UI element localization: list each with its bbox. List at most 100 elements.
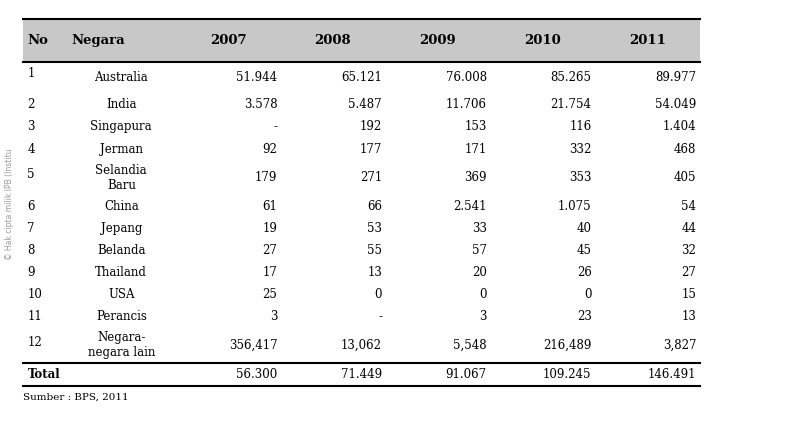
Text: 13: 13 (682, 311, 696, 323)
Text: 3: 3 (270, 311, 277, 323)
Text: 57: 57 (472, 244, 487, 257)
Text: 2.541: 2.541 (453, 200, 487, 213)
Text: 7: 7 (27, 222, 35, 235)
Text: 26: 26 (577, 266, 592, 279)
Text: 146.491: 146.491 (648, 368, 696, 381)
Text: 9: 9 (27, 266, 35, 279)
Text: 2010: 2010 (524, 34, 561, 47)
Text: 3.578: 3.578 (243, 98, 277, 111)
Text: 85.265: 85.265 (550, 71, 592, 84)
Text: 55: 55 (367, 244, 382, 257)
Text: 1: 1 (27, 67, 35, 80)
Text: 177: 177 (359, 143, 382, 155)
Text: 179: 179 (255, 171, 277, 184)
Text: 20: 20 (472, 266, 487, 279)
Text: 44: 44 (681, 222, 696, 235)
Text: 5: 5 (27, 168, 35, 181)
Text: Sumber : BPS, 2011: Sumber : BPS, 2011 (23, 393, 128, 402)
Text: Negara: Negara (72, 34, 126, 47)
Text: 369: 369 (464, 171, 487, 184)
Text: 6: 6 (27, 200, 35, 213)
Text: 66: 66 (367, 200, 382, 213)
Text: 2: 2 (27, 98, 35, 111)
Text: 3: 3 (27, 121, 35, 133)
Text: 2008: 2008 (314, 34, 351, 47)
Text: 27: 27 (263, 244, 277, 257)
Text: 15: 15 (682, 288, 696, 301)
Text: Selandia
Baru: Selandia Baru (95, 164, 147, 192)
Text: 40: 40 (576, 222, 592, 235)
Text: 356,417: 356,417 (229, 339, 277, 352)
Text: 2009: 2009 (419, 34, 456, 47)
Text: No: No (27, 34, 48, 47)
Text: 4: 4 (27, 143, 35, 155)
Text: 353: 353 (569, 171, 592, 184)
Text: India: India (106, 98, 136, 111)
Text: 468: 468 (674, 143, 696, 155)
Text: 1.075: 1.075 (558, 200, 592, 213)
Text: 13,062: 13,062 (341, 339, 382, 352)
Text: 54: 54 (681, 200, 696, 213)
Text: 0: 0 (375, 288, 382, 301)
Text: 61: 61 (263, 200, 277, 213)
Text: 8: 8 (27, 244, 35, 257)
Text: 2007: 2007 (210, 34, 247, 47)
Text: 45: 45 (576, 244, 592, 257)
Text: 11: 11 (27, 311, 42, 323)
Text: 11.706: 11.706 (446, 98, 487, 111)
Text: 332: 332 (569, 143, 592, 155)
Text: Negara-
negara lain: Negara- negara lain (88, 331, 155, 360)
Text: © Hak cipta milik IPB (Institu: © Hak cipta milik IPB (Institu (5, 149, 15, 260)
Text: 3,827: 3,827 (663, 339, 696, 352)
Text: Perancis: Perancis (96, 311, 147, 323)
Text: Australia: Australia (94, 71, 148, 84)
Text: USA: USA (108, 288, 135, 301)
Text: 27: 27 (682, 266, 696, 279)
Text: 109.245: 109.245 (543, 368, 592, 381)
Text: Jerman: Jerman (100, 143, 143, 155)
Text: 89.977: 89.977 (655, 71, 696, 84)
Text: 192: 192 (359, 121, 382, 133)
Text: Total: Total (27, 368, 60, 381)
Text: 0: 0 (480, 288, 487, 301)
Text: 10: 10 (27, 288, 42, 301)
Text: -: - (378, 311, 382, 323)
Text: Belanda: Belanda (97, 244, 146, 257)
Text: 1.404: 1.404 (663, 121, 696, 133)
Text: 92: 92 (263, 143, 277, 155)
Text: 91.067: 91.067 (446, 368, 487, 381)
Text: 0: 0 (584, 288, 592, 301)
Text: 76.008: 76.008 (446, 71, 487, 84)
Text: China: China (104, 200, 139, 213)
Text: Jepang: Jepang (101, 222, 142, 235)
Text: 33: 33 (472, 222, 487, 235)
Text: 71.449: 71.449 (341, 368, 382, 381)
Text: 21.754: 21.754 (550, 98, 592, 111)
Text: 5.487: 5.487 (348, 98, 382, 111)
Text: 5,548: 5,548 (453, 339, 487, 352)
Text: 25: 25 (263, 288, 277, 301)
Text: 53: 53 (367, 222, 382, 235)
Text: 12: 12 (27, 336, 42, 349)
Text: 153: 153 (464, 121, 487, 133)
Text: 116: 116 (569, 121, 592, 133)
Text: 56.300: 56.300 (236, 368, 277, 381)
Text: Singapura: Singapura (90, 121, 152, 133)
Text: 23: 23 (577, 311, 592, 323)
Text: Thailand: Thailand (95, 266, 147, 279)
Text: 271: 271 (359, 171, 382, 184)
Text: 54.049: 54.049 (655, 98, 696, 111)
Text: 17: 17 (263, 266, 277, 279)
Text: 216,489: 216,489 (543, 339, 592, 352)
Bar (23, 19, 700, 62)
Text: 51.944: 51.944 (236, 71, 277, 84)
Text: 65.121: 65.121 (341, 71, 382, 84)
Text: 3: 3 (480, 311, 487, 323)
Text: -: - (273, 121, 277, 133)
Text: 32: 32 (682, 244, 696, 257)
Text: 405: 405 (674, 171, 696, 184)
Text: 2011: 2011 (629, 34, 666, 47)
Text: 171: 171 (464, 143, 487, 155)
Text: 13: 13 (368, 266, 382, 279)
Text: 19: 19 (263, 222, 277, 235)
